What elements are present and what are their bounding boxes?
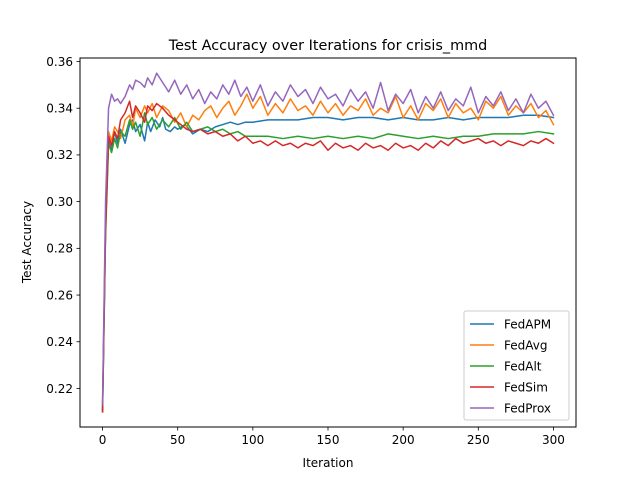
legend-label-fedprox: FedProx [504,401,551,415]
x-axis-label: Iteration [303,456,354,470]
x-tick-label: 50 [170,433,185,447]
legend-box [463,310,570,421]
series-line-fedavg [101,93,555,404]
plot-lines [101,72,555,413]
legend-label-fedalt: FedAlt [504,359,542,373]
y-axis-label: Test Accuracy [20,201,34,284]
x-tick-label: 0 [99,433,107,447]
series-line-fedprox [101,72,555,406]
x-tick-label: 300 [542,433,565,447]
y-tick-label: 0.30 [46,195,73,209]
x-tick-label: 200 [392,433,415,447]
y-tick-label: 0.32 [46,148,73,162]
y-tick-label: 0.28 [46,242,73,256]
legend-label-fedapm: FedAPM [504,317,551,331]
x-axis-ticks: 0 50 100 150 200 250 300 [99,427,565,447]
y-axis-ticks: 0.22 0.24 0.26 0.28 0.30 0.32 0.34 0.36 [46,55,80,396]
x-tick-label: 250 [467,433,490,447]
legend-label-fedsim: FedSim [504,380,548,394]
y-tick-label: 0.36 [46,55,73,69]
x-tick-label: 100 [241,433,264,447]
x-tick-label: 150 [317,433,340,447]
chart-title: Test Accuracy over Iterations for crisis… [168,38,488,54]
y-tick-label: 0.24 [46,335,73,349]
legend-label-fedavg: FedAvg [504,338,547,352]
y-tick-label: 0.26 [46,288,73,302]
series-line-fedsim [101,100,555,413]
y-tick-label: 0.34 [46,102,73,116]
series-line-fedalt [101,112,555,413]
legend: FedAPM FedAvg FedAlt FedSim FedProx [463,310,570,421]
y-tick-label: 0.22 [46,382,73,396]
